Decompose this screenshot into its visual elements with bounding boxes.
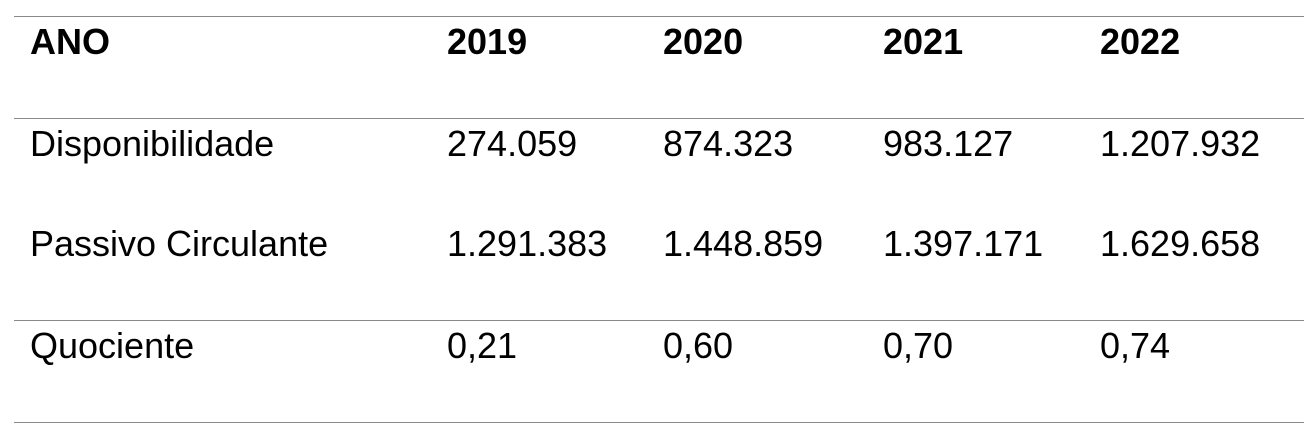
header-cell-2022: 2022: [1100, 21, 1181, 62]
table-cell: 1.207.932: [1100, 123, 1261, 164]
table-cell: 1.397.171: [883, 223, 1044, 264]
table-bottom-rule: [14, 422, 1304, 423]
table-cell: 874.323: [663, 123, 794, 164]
table-cell: 1.291.383: [447, 223, 608, 264]
header-cell-2021: 2021: [883, 21, 964, 62]
header-cell-2019: 2019: [447, 21, 528, 62]
row-label-quociente: Quociente: [30, 325, 195, 366]
table-cell: 983.127: [883, 123, 1014, 164]
table-cell: 1.629.658: [1100, 223, 1261, 264]
table-top-rule: [14, 16, 1304, 17]
header-cell-2020: 2020: [663, 21, 744, 62]
row-divider-rule: [14, 320, 1304, 321]
table-cell: 0,74: [1100, 325, 1171, 366]
row-label-passivo-circulante: Passivo Circulante: [30, 223, 329, 264]
header-bottom-rule: [14, 118, 1304, 119]
table-cell: 0,70: [883, 325, 954, 366]
header-cell-ano: ANO: [30, 21, 110, 62]
table-cell: 0,60: [663, 325, 734, 366]
table-cell: 1.448.859: [663, 223, 824, 264]
table-cell: 0,21: [447, 325, 518, 366]
row-label-disponibilidade: Disponibilidade: [30, 123, 275, 164]
table-cell: 274.059: [447, 123, 578, 164]
